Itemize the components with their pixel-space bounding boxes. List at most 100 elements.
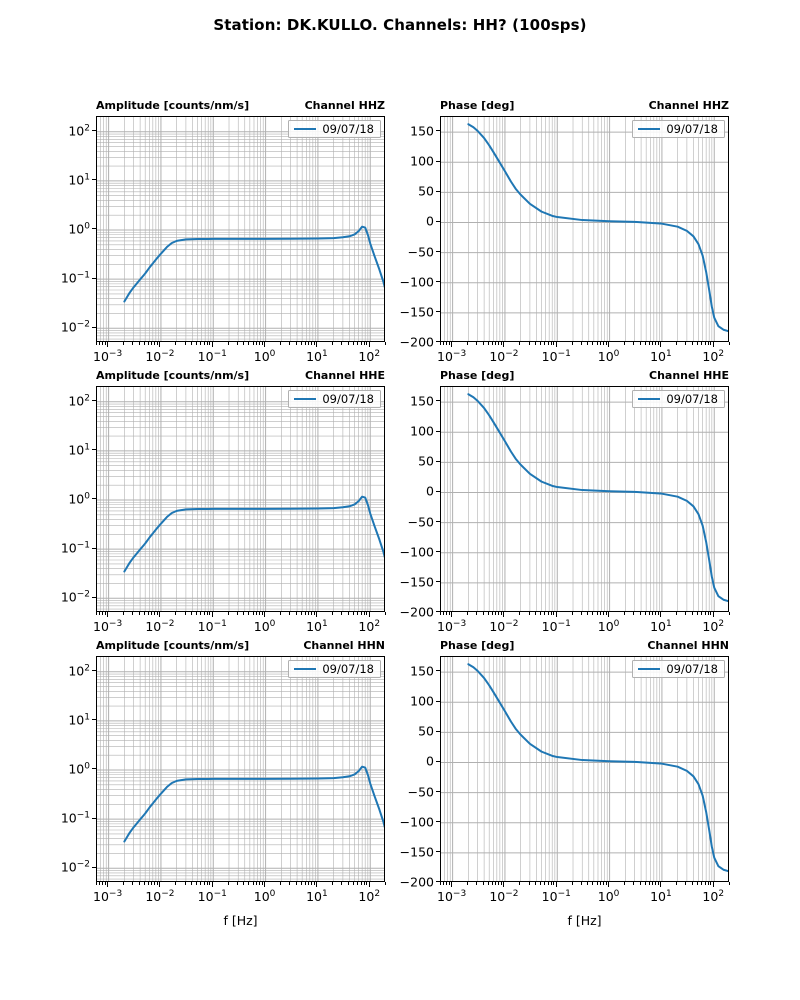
x-tick-mark <box>263 882 265 887</box>
channel-label: Channel HHZ <box>304 99 385 112</box>
x-tick-mark-minor <box>314 342 316 345</box>
x-tick-mark-minor <box>300 342 302 345</box>
x-tick-mark-minor <box>104 612 106 615</box>
x-tick-mark-minor <box>547 342 549 345</box>
y-tick-mark <box>435 490 440 492</box>
x-tick-label: 10−1 <box>541 348 571 364</box>
y-tick-mark <box>435 700 440 702</box>
x-tick-mark-minor <box>655 612 657 615</box>
plot-area <box>96 656 385 882</box>
y-tick-label: 100 <box>68 221 90 237</box>
x-tick-mark-minor <box>248 882 250 885</box>
x-tick-mark-minor <box>648 342 650 345</box>
plot-canvas <box>97 117 384 341</box>
x-tick-mark-minor <box>360 882 362 885</box>
x-tick-label: 10−1 <box>197 888 227 904</box>
subplot-channel-hhe-phase: Phase [deg] Channel HHE 09/07/18 150 100 50 0 −… <box>400 369 730 634</box>
x-tick-mark <box>607 612 609 617</box>
x-tick-mark-minor <box>203 342 205 345</box>
y-tick-mark <box>435 460 440 462</box>
response-curve <box>123 765 384 843</box>
x-tick-mark <box>316 612 318 617</box>
legend: 09/07/18 <box>288 660 381 678</box>
x-tick-mark-minor <box>446 612 448 615</box>
x-tick-label: 10−3 <box>437 888 467 904</box>
y-tick-mark <box>435 341 440 343</box>
x-tick-mark-minor <box>311 612 313 615</box>
x-tick-mark-minor <box>252 612 254 615</box>
plot-canvas <box>97 657 384 881</box>
x-tick-mark-minor <box>243 612 245 615</box>
x-tick-mark-minor <box>448 342 450 345</box>
y-tick-mark <box>435 551 440 553</box>
x-tick-mark-minor <box>600 612 602 615</box>
plot-area <box>440 656 729 882</box>
x-tick-mark-minor <box>243 342 245 345</box>
y-tick-mark <box>435 730 440 732</box>
x-tick-mark-minor <box>652 612 654 615</box>
x-tick-mark-minor <box>633 612 635 615</box>
y-tick-label: 0 <box>426 753 434 769</box>
y-tick-label: 10−1 <box>60 810 90 826</box>
x-tick-label: 10−2 <box>489 348 519 364</box>
y-tick-label: 100 <box>410 153 434 169</box>
response-curve <box>467 663 728 873</box>
x-tick-mark-minor <box>685 882 687 885</box>
channel-label: Channel HHE <box>649 369 729 382</box>
x-tick-mark-minor <box>443 342 445 345</box>
x-tick-mark-minor <box>491 882 493 885</box>
x-tick-mark-minor <box>209 882 211 885</box>
x-tick-mark-minor <box>528 342 530 345</box>
x-tick-mark-minor <box>311 882 313 885</box>
x-tick-mark-minor <box>122 342 124 345</box>
x-tick-label: 10−2 <box>145 888 175 904</box>
response-curve <box>123 495 384 573</box>
x-tick-mark-minor <box>151 342 153 345</box>
x-tick-mark-minor <box>366 882 368 885</box>
plot-canvas <box>97 387 384 611</box>
x-tick-mark-minor <box>519 342 521 345</box>
x-tick-mark <box>107 612 108 617</box>
x-tick-mark-minor <box>466 612 468 615</box>
x-tick-mark-minor <box>692 612 694 615</box>
x-tick-mark-minor <box>279 882 281 885</box>
x-tick-mark-minor <box>384 882 386 885</box>
subplot-channel-hhn-amplitude: Amplitude [counts/nm/s] Channel HHN 09/07/… <box>61 639 386 928</box>
x-tick-label: 10−1 <box>197 618 227 634</box>
x-tick-mark <box>316 882 318 887</box>
x-tick-mark-minor <box>540 882 542 885</box>
plot-area <box>440 386 729 612</box>
plot-area <box>96 116 385 342</box>
x-tick-mark-minor <box>279 342 281 345</box>
x-tick-mark-minor <box>184 342 186 345</box>
x-tick-mark <box>660 342 662 347</box>
x-tick-mark-minor <box>243 882 245 885</box>
x-tick-mark-minor <box>603 882 605 885</box>
x-tick-mark <box>660 612 662 617</box>
legend-line-swatch <box>638 668 661 670</box>
axis-title-amplitude: Amplitude [counts/nm/s] <box>96 99 250 112</box>
x-tick-label: 102 <box>702 618 725 634</box>
x-tick-mark-minor <box>261 882 263 885</box>
x-tick-mark-minor <box>353 882 355 885</box>
x-tick-label: 10−2 <box>489 888 519 904</box>
x-tick-label: 101 <box>306 618 328 634</box>
x-tick-mark-minor <box>99 882 101 885</box>
x-tick-mark <box>660 882 662 887</box>
x-tick-mark-minor <box>571 612 573 615</box>
axis-title-amplitude: Amplitude [counts/nm/s] <box>96 639 250 652</box>
x-tick-mark-minor <box>495 342 497 345</box>
legend-line-swatch <box>638 398 661 400</box>
x-tick-mark <box>211 882 213 887</box>
x-tick-mark-minor <box>99 342 101 345</box>
x-tick-mark-minor <box>175 342 177 345</box>
x-tick-mark-minor <box>143 882 145 885</box>
x-tick-mark-minor <box>384 612 386 615</box>
x-tick-mark-minor <box>658 612 660 615</box>
x-tick-mark-minor <box>658 882 660 885</box>
x-tick-mark-minor <box>652 882 654 885</box>
x-tick-mark-minor <box>676 882 678 885</box>
x-tick-mark-minor <box>259 882 261 885</box>
y-tick-mark <box>435 281 440 283</box>
y-tick-label: 10−1 <box>60 270 90 286</box>
